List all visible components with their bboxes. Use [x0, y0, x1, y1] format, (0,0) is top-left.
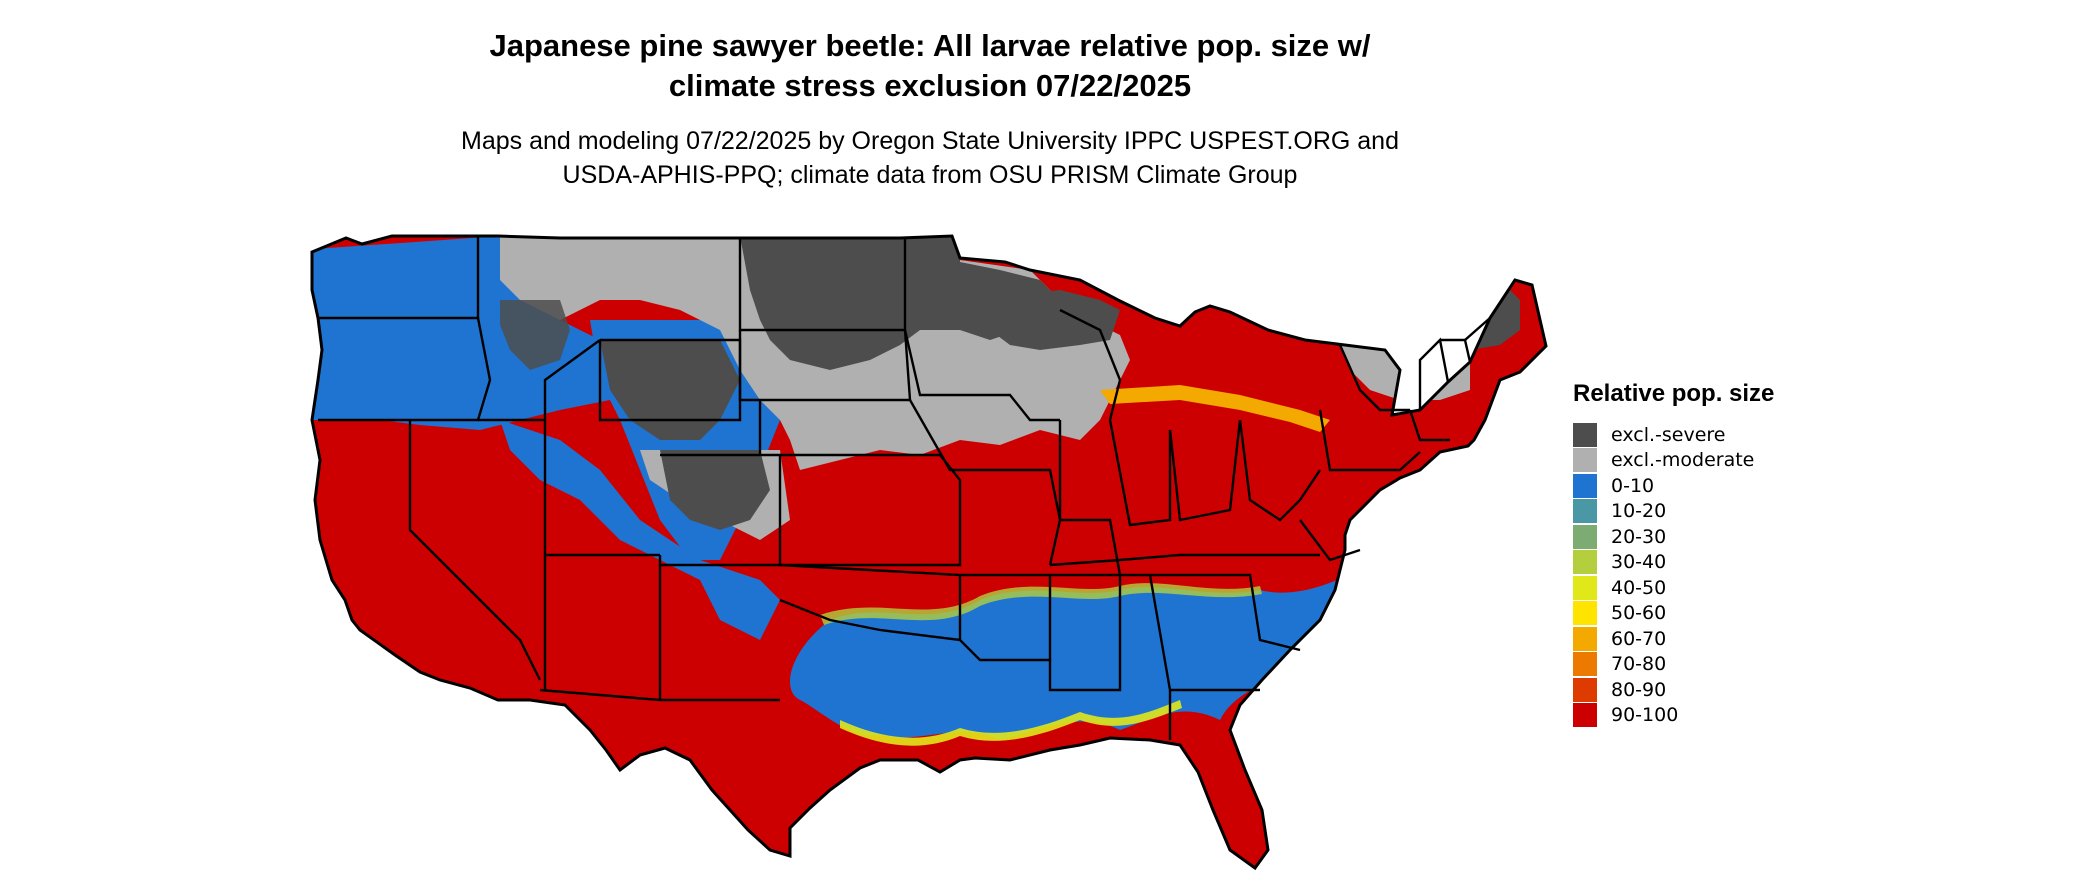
map-subtitle: Maps and modeling 07/22/2025 by Oregon S…: [461, 127, 1399, 189]
legend-title: Relative pop. size: [1573, 380, 1775, 407]
legend-label: 80-90: [1611, 678, 1667, 701]
legend-swatch: [1573, 575, 1597, 600]
risk-zone-40-70-midwest-edge: [1100, 385, 1330, 432]
legend-item: 60-70: [1573, 626, 1774, 652]
legend-label: excl.-moderate: [1611, 449, 1755, 472]
legend-swatch: [1573, 524, 1597, 549]
legend-swatch: [1573, 422, 1597, 447]
excl-severe-wisconsin-upper: [980, 290, 1120, 350]
excl-severe-wyoming: [600, 340, 740, 440]
legend-item: 30-40: [1573, 550, 1774, 576]
legend-item: 20-30: [1573, 524, 1774, 550]
legend-swatch: [1573, 448, 1597, 473]
legend-item: 40-50: [1573, 575, 1774, 601]
state-boundaries: [318, 236, 1491, 740]
legend-label: 60-70: [1611, 627, 1667, 650]
legend-items: excl.-severe excl.-moderate 0-10 10-20 20-30…: [1573, 422, 1774, 728]
legend-label: 50-60: [1611, 602, 1667, 625]
legend-swatch: [1573, 703, 1597, 728]
legend-label: 30-40: [1611, 551, 1667, 574]
legend-item: 0-10: [1573, 473, 1774, 499]
legend-swatch: [1573, 652, 1597, 677]
legend-label: 70-80: [1611, 653, 1667, 676]
legend-item: 90-100: [1573, 703, 1774, 729]
legend-label: excl.-severe: [1611, 423, 1726, 446]
legend-swatch: [1573, 677, 1597, 702]
legend-item: 10-20: [1573, 499, 1774, 525]
risk-zone-0-10-mountain: [500, 420, 780, 640]
legend-item: 70-80: [1573, 652, 1774, 678]
legend-swatch: [1573, 550, 1597, 575]
excl-severe-north-dakota-minnesota: [740, 236, 1060, 370]
legend-item: 50-60: [1573, 601, 1774, 627]
legend-swatch: [1573, 499, 1597, 524]
legend: Relative pop. size excl.-severe excl.-mod…: [1573, 380, 1774, 728]
excl-severe-idaho: [500, 300, 570, 370]
legend-swatch: [1573, 601, 1597, 626]
legend-label: 90-100: [1611, 704, 1679, 727]
legend-item: 80-90: [1573, 677, 1774, 703]
legend-item: excl.-severe: [1573, 422, 1774, 448]
legend-swatch: [1573, 473, 1597, 498]
legend-label: 0-10: [1611, 474, 1655, 497]
risk-zone-10-40-fringe: [820, 583, 1262, 625]
us-risk-map: [310, 234, 1548, 871]
legend-label: 20-30: [1611, 525, 1667, 548]
legend-swatch: [1573, 626, 1597, 651]
legend-label: 40-50: [1611, 576, 1667, 599]
risk-zone-0-10-south: [790, 560, 1400, 740]
excl-severe-colorado: [660, 450, 770, 530]
map-title: Japanese pine sawyer beetle: All larvae …: [489, 28, 1371, 103]
risk-zone-40-50-south-edge: [840, 700, 1182, 746]
us-outline: [310, 234, 1548, 871]
legend-item: excl.-moderate: [1573, 448, 1774, 474]
legend-label: 10-20: [1611, 500, 1667, 523]
